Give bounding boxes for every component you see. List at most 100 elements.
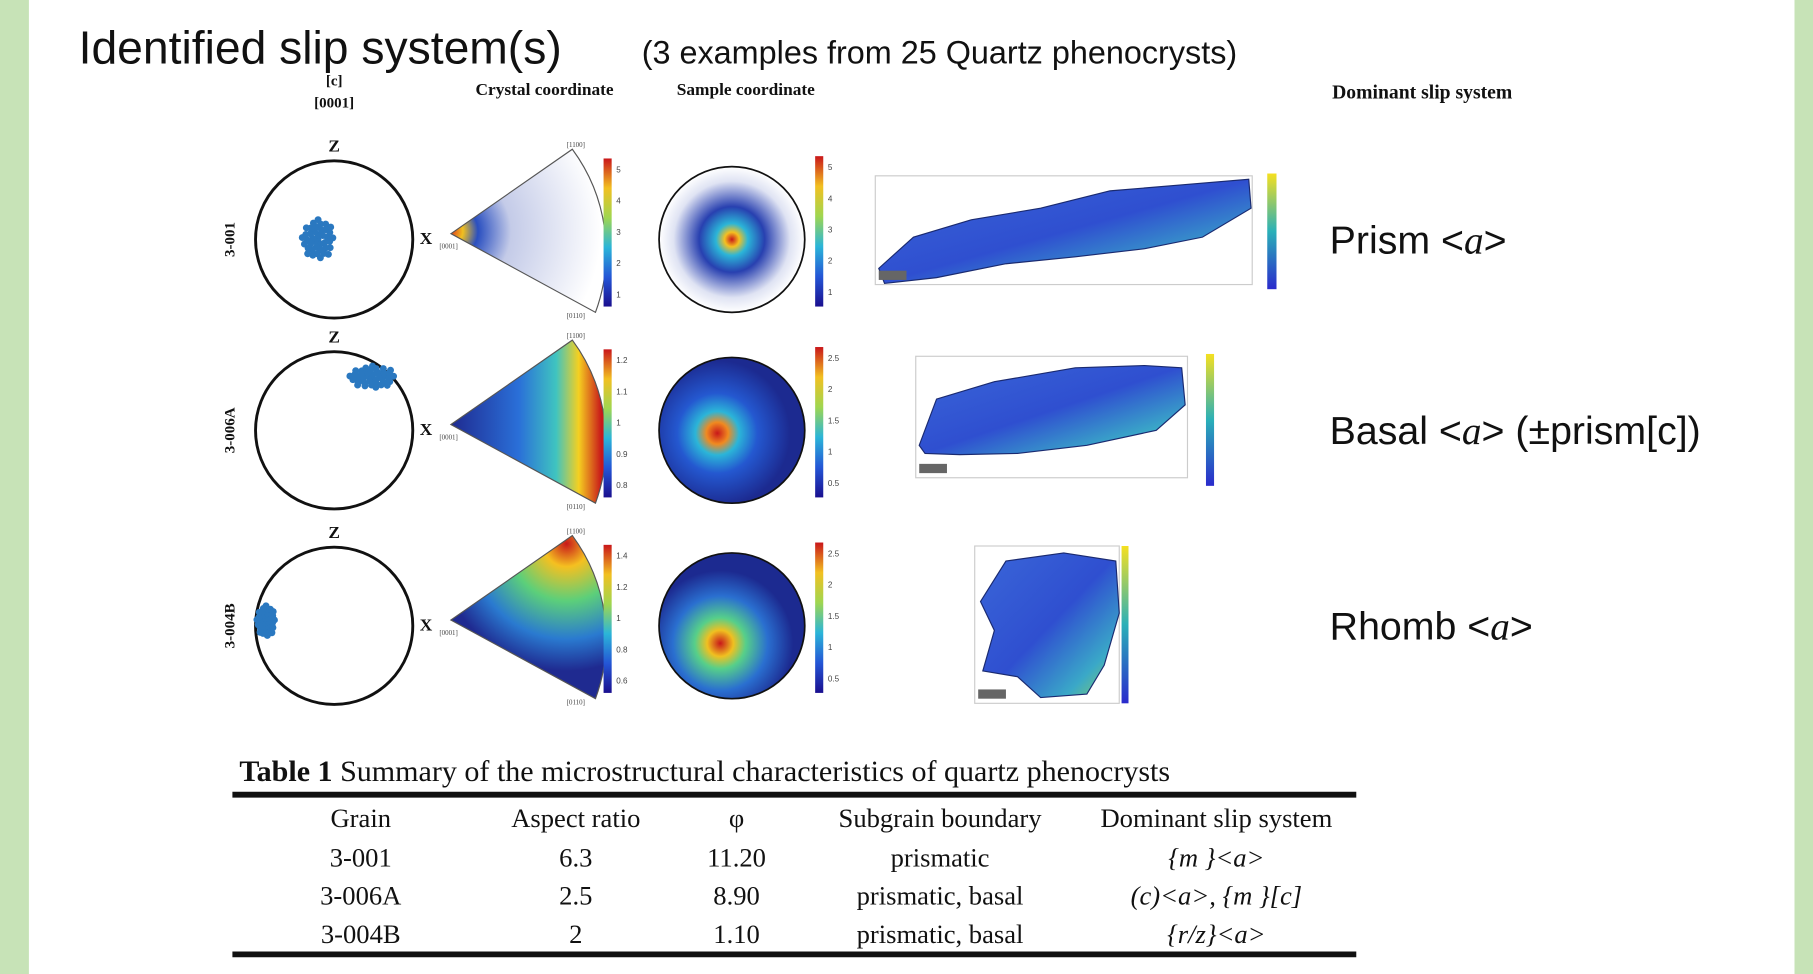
colorbar	[815, 156, 823, 306]
colorbar-tick-label: 1.5	[828, 416, 840, 425]
ipf-wedge	[451, 340, 606, 503]
colorbar-tick-label: 1	[828, 448, 833, 457]
colorbar	[815, 543, 823, 693]
pole-point	[346, 373, 353, 380]
colorbar-tick-label: 1	[828, 288, 833, 297]
pole-point	[329, 234, 336, 241]
axis-label: X	[420, 420, 433, 439]
pole-point	[372, 384, 379, 391]
colorbar-tick-label: 2.5	[828, 549, 840, 558]
colorbar-tick-label: 1	[616, 419, 621, 428]
axis-label: X	[420, 615, 433, 634]
wedge-label: [0001]	[439, 244, 457, 251]
slip-part: Basal <	[1330, 409, 1462, 453]
colorbar-tick-label: 1	[616, 290, 621, 299]
colorbar	[1267, 174, 1276, 290]
table-cell: prismatic	[891, 842, 990, 872]
pole-point	[299, 234, 306, 241]
table-cell: {r/z}<a>	[1167, 919, 1265, 949]
slip-part: a	[1490, 605, 1510, 649]
colorbar-tick-label: 1.4	[616, 552, 628, 561]
table-cell: 1.10	[713, 919, 760, 949]
sample-figure	[659, 357, 805, 503]
colorbar-tick-label: 5	[828, 163, 833, 172]
ipf-wedge	[451, 536, 606, 699]
slip-part: Prism <	[1330, 218, 1464, 262]
pole-point	[352, 367, 359, 374]
column-header: Sample coordinate	[677, 80, 815, 99]
colorbar-tick-label: 2.5	[828, 354, 840, 363]
colorbar-tick-label: 2	[828, 385, 833, 394]
colorbar-tick-label: 1	[828, 643, 833, 652]
slip-part: >	[1510, 605, 1533, 649]
table-cell: {m }<a>	[1168, 842, 1264, 872]
wedge-label: [0110]	[567, 699, 585, 706]
c-axis-label: [0001]	[314, 96, 354, 112]
colorbar	[604, 158, 612, 306]
pole-point	[384, 382, 391, 389]
colorbar-tick-label: 2	[828, 581, 833, 590]
c-axis-label: [c]	[326, 74, 343, 90]
pole-point	[361, 382, 368, 389]
pole-point	[369, 363, 376, 370]
pole-point	[270, 608, 277, 615]
caption-label: Table 1	[239, 754, 332, 788]
table-cell: prismatic, basal	[857, 919, 1024, 949]
table-header: Subgrain boundary	[839, 803, 1043, 833]
pole-point	[362, 365, 369, 372]
pole-figure	[256, 547, 413, 704]
scale-bar	[879, 271, 907, 280]
sample-figure	[659, 167, 805, 313]
row-label: 3-004B	[223, 603, 239, 648]
pole-point	[271, 617, 278, 624]
colorbar-tick-label: 3	[828, 226, 833, 235]
side-band	[0, 0, 29, 974]
table-cell: 6.3	[559, 842, 592, 872]
slip-part: Rhomb <	[1330, 605, 1491, 649]
column-header: Crystal coordinate	[476, 80, 614, 99]
wedge-label: [1100]	[567, 142, 585, 149]
pole-point	[263, 602, 270, 609]
scale-bar	[978, 689, 1006, 698]
colorbar-tick-label: 5	[616, 165, 621, 174]
slip-part: > (±prism[c])	[1482, 409, 1701, 453]
colorbar-tick-label: 0.8	[616, 645, 628, 654]
pole-point	[304, 250, 311, 257]
wedge-label: [0001]	[439, 435, 457, 442]
table-cell: 3-004B	[321, 919, 401, 949]
colorbar-tick-label: 0.9	[616, 450, 628, 459]
pole-point	[303, 224, 310, 231]
pole-point	[317, 254, 324, 261]
colorbar-tick-label: 4	[616, 197, 621, 206]
table-header: Aspect ratio	[511, 803, 640, 833]
slip-part: >	[1484, 218, 1507, 262]
colorbar-tick-label: 1.2	[616, 583, 628, 592]
scale-bar	[919, 464, 947, 473]
colorbar-tick-label: 2	[828, 257, 833, 266]
colorbar	[1206, 354, 1214, 486]
pole-point	[390, 373, 397, 380]
table-cell: 3-001	[330, 842, 392, 872]
table-cell: 11.20	[707, 842, 766, 872]
axis-label: X	[420, 229, 433, 248]
table-cell: prismatic, basal	[857, 881, 1024, 911]
colorbar	[815, 347, 823, 497]
sample-figure	[659, 553, 805, 699]
axis-label: Z	[328, 523, 340, 542]
slip-part: a	[1462, 409, 1482, 453]
table-cell: 2	[569, 919, 582, 949]
table-header: Dominant slip system	[1100, 803, 1332, 833]
colorbar-tick-label: 0.5	[828, 479, 840, 488]
table-caption: Table 1 Summary of the microstructural c…	[239, 754, 1170, 788]
pole-point	[256, 609, 263, 616]
subtitle: (3 examples from 25 Quartz phenocrysts)	[642, 35, 1237, 71]
column-header: Dominant slip system	[1332, 81, 1513, 103]
colorbar-tick-label: 3	[616, 228, 621, 237]
slip-system: Basal <a> (±prism[c])	[1330, 409, 1701, 453]
pole-point	[387, 367, 394, 374]
row-label: 3-001	[223, 222, 239, 257]
pole-point	[257, 629, 264, 636]
wedge-label: [1100]	[567, 333, 585, 340]
colorbar-tick-label: 0.6	[616, 677, 628, 686]
pole-point	[327, 224, 334, 231]
